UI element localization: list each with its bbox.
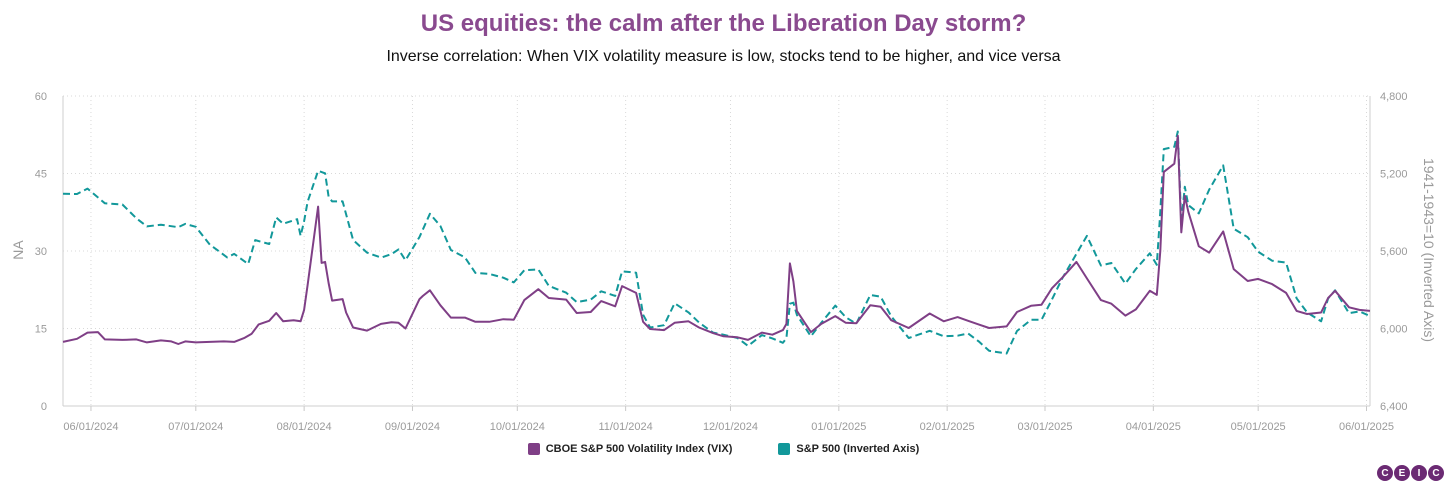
grid-lines	[63, 95, 1370, 407]
x-tick-label: 08/01/2024	[277, 421, 332, 433]
left-tick-label: 15	[35, 324, 47, 336]
logo-letter: C	[1428, 465, 1444, 481]
x-tick-label: 05/01/2025	[1231, 421, 1286, 433]
left-axis-title: NA	[10, 240, 26, 260]
legend-swatch-vix	[527, 443, 540, 455]
x-tick-label: 12/01/2024	[703, 421, 758, 433]
x-tick-label: 09/01/2024	[385, 421, 440, 433]
legend-item-spx[interactable]: S&P 500 (Inverted Axis)	[778, 443, 919, 455]
legend-swatch-spx	[778, 443, 791, 455]
x-tick-label: 11/01/2024	[599, 421, 653, 433]
axes: 0 15 30 45 60 4,800 5,200 5,600 6,000 6,400 06/01/…	[35, 91, 1408, 433]
x-tick-label: 10/01/2024	[490, 421, 545, 433]
right-tick-label: 4,800	[1380, 91, 1408, 103]
legend: CBOE S&P 500 Volatility Index (VIX) S&P …	[0, 443, 1447, 455]
left-tick-label: 0	[41, 401, 47, 413]
series-lines	[62, 130, 1371, 355]
legend-item-vix[interactable]: CBOE S&P 500 Volatility Index (VIX)	[527, 443, 733, 455]
legend-label-vix: CBOE S&P 500 Volatility Index (VIX)	[545, 443, 733, 455]
left-tick-label: 45	[35, 169, 47, 181]
chart-subtitle: Inverse correlation: When VIX volatility…	[386, 48, 1061, 65]
right-axis-title: 1941-1943=10 (Inverted Axis)	[1421, 158, 1437, 342]
x-tick-label: 02/01/2025	[920, 421, 975, 433]
legend-label-spx: S&P 500 (Inverted Axis)	[796, 443, 920, 455]
logo-letter: I	[1411, 465, 1427, 481]
x-tick-label: 03/01/2025	[1017, 421, 1072, 433]
left-tick-label: 60	[35, 91, 47, 103]
series-line-vix	[62, 134, 1371, 345]
chart-title: US equities: the calm after the Liberati…	[420, 10, 1027, 37]
x-tick-label: 04/01/2025	[1126, 421, 1181, 433]
right-tick-label: 5,600	[1380, 246, 1408, 258]
x-tick-label: 01/01/2025	[811, 421, 866, 433]
right-tick-label: 6,400	[1380, 401, 1408, 413]
left-tick-label: 30	[35, 246, 47, 258]
x-tick-label: 07/01/2024	[168, 421, 223, 433]
x-tick-label: 06/01/2025	[1339, 421, 1394, 433]
logo-letter: C	[1377, 465, 1393, 481]
logo-letter: E	[1394, 465, 1410, 481]
ceic-logo: C E I C	[1377, 465, 1444, 481]
x-tick-label: 06/01/2024	[63, 421, 118, 433]
right-tick-label: 6,000	[1380, 324, 1408, 336]
right-tick-label: 5,200	[1380, 169, 1408, 181]
